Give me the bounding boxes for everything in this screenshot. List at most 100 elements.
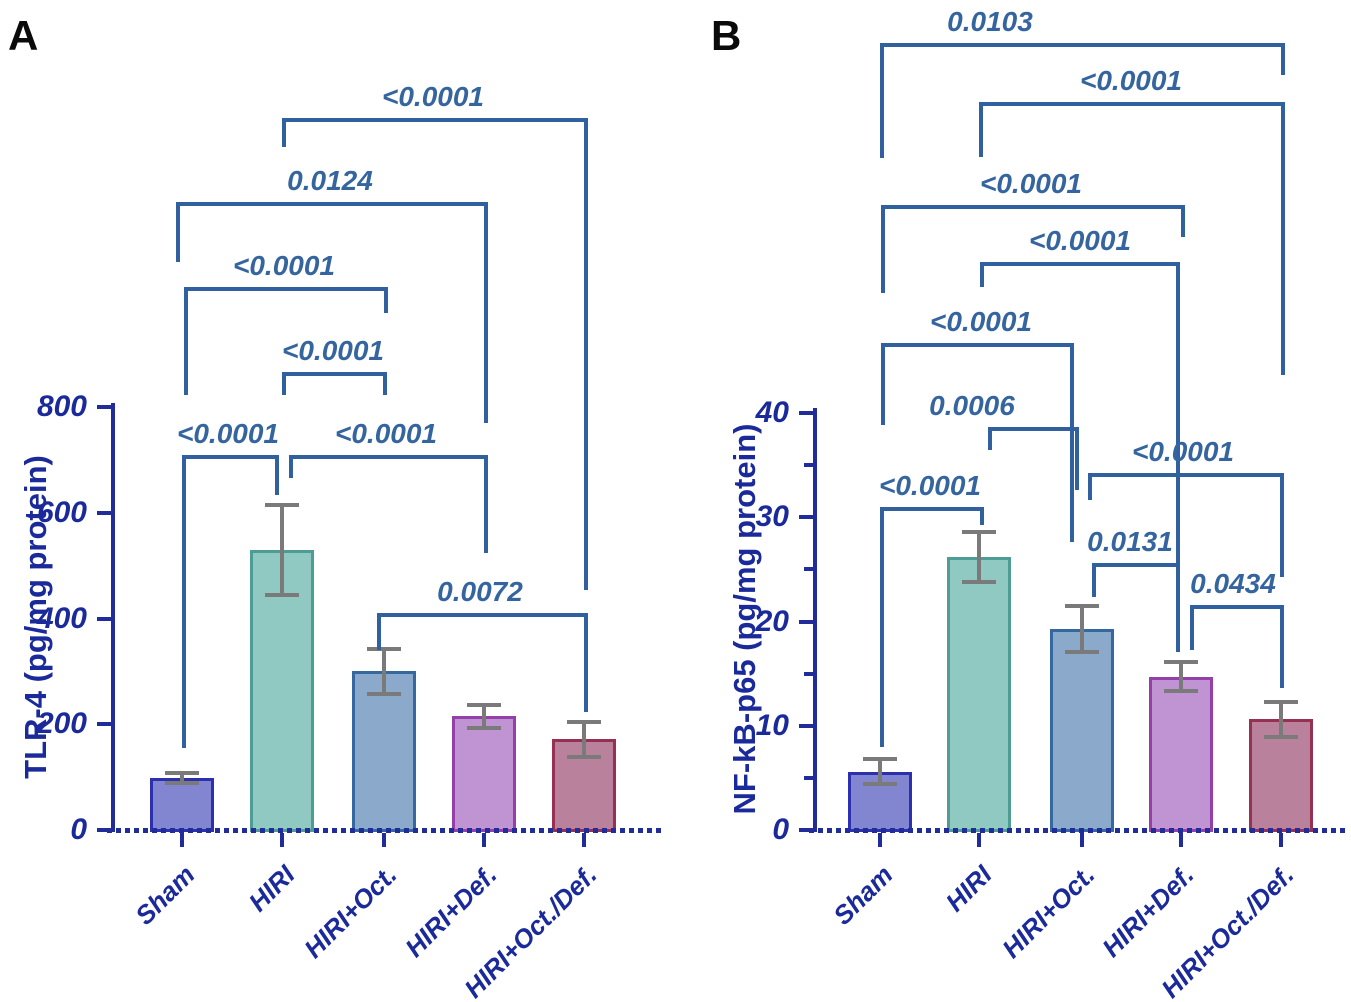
- p-value-label: <0.0001: [1132, 436, 1234, 467]
- y-tick: [799, 723, 813, 728]
- bracket-line: [881, 343, 1074, 347]
- x-tick: [582, 833, 586, 847]
- p-value-label: 0.0434: [1190, 568, 1276, 599]
- error-cap-top: [1264, 699, 1298, 704]
- x-tick: [1179, 833, 1183, 847]
- bracket-line: [182, 455, 279, 459]
- bracket-arm-right: [1070, 343, 1074, 542]
- y-minor-tick: [804, 775, 813, 780]
- x-tick: [382, 833, 386, 847]
- p-value-label: <0.0001: [335, 418, 437, 449]
- error-cap-bottom: [863, 782, 897, 787]
- bracket-line: [881, 205, 1185, 209]
- error-cap-bottom: [165, 781, 199, 786]
- p-value-label: <0.0001: [1029, 225, 1131, 256]
- error-bar-hiri-oct-def: [582, 721, 586, 757]
- error-bar-hiri-def: [482, 704, 486, 728]
- error-cap-top: [165, 770, 199, 775]
- y-tick-label: 10: [755, 708, 789, 742]
- bracket-line: [176, 202, 488, 206]
- error-cap-bottom: [467, 725, 501, 730]
- bracket-line: [1092, 563, 1180, 567]
- bracket-arm-left: [282, 372, 286, 395]
- x-tick: [482, 833, 486, 847]
- y-tick: [799, 411, 813, 415]
- error-cap-bottom: [265, 592, 299, 597]
- bracket-arm-left: [880, 43, 884, 158]
- y-tick-label: 0: [70, 813, 87, 846]
- p-value-label: <0.0001: [980, 168, 1082, 199]
- p-value-label: <0.0001: [233, 250, 335, 281]
- y-tick: [799, 515, 813, 520]
- error-bar-hiri-def: [1179, 662, 1183, 692]
- bar-hiri-oct: [1050, 628, 1114, 832]
- bracket-arm-right: [980, 507, 984, 525]
- bracket-arm-left: [289, 455, 293, 478]
- error-cap-bottom: [1164, 689, 1198, 694]
- bracket-line: [880, 507, 984, 511]
- bracket-arm-left: [1092, 563, 1096, 597]
- p-value-label: <0.0001: [879, 470, 981, 501]
- bar-hiri: [250, 549, 314, 832]
- y-axis-line: [111, 403, 115, 832]
- bracket-arm-right: [384, 287, 388, 313]
- y-tick: [97, 722, 111, 727]
- error-cap-top: [567, 719, 601, 724]
- y-tick-label: 600: [36, 495, 87, 529]
- p-value-label: 0.0072: [437, 576, 523, 607]
- bracket-line: [377, 613, 588, 617]
- bracket-arm-left: [182, 455, 186, 748]
- bracket-arm-left: [980, 262, 984, 287]
- bracket-arm-right: [484, 202, 488, 423]
- bracket-line: [1088, 473, 1284, 477]
- bracket-arm-left: [184, 287, 188, 395]
- bracket-arm-right: [1176, 563, 1180, 652]
- y-tick-label: 800: [36, 390, 87, 423]
- bracket-arm-right: [1281, 102, 1285, 375]
- error-cap-top: [1164, 660, 1198, 665]
- error-bar-hiri: [977, 531, 981, 582]
- bracket-arm-left: [176, 202, 180, 262]
- bracket-line: [980, 262, 1180, 266]
- p-value-label: <0.0001: [1080, 65, 1182, 96]
- x-tick: [180, 833, 184, 847]
- error-bar-sham: [180, 772, 184, 784]
- error-cap-top: [467, 702, 501, 707]
- error-bar-hiri-oct: [1080, 605, 1084, 652]
- bracket-line: [880, 43, 1285, 47]
- bracket-arm-left: [979, 102, 983, 157]
- y-minor-tick: [804, 567, 813, 572]
- error-cap-bottom: [567, 754, 601, 759]
- x-tick: [878, 833, 882, 847]
- y-tick: [97, 405, 111, 409]
- y-tick: [97, 616, 111, 621]
- error-cap-top: [265, 502, 299, 507]
- y-tick: [799, 619, 813, 624]
- bar-hiri-oct: [352, 671, 416, 832]
- p-value-label: <0.0001: [930, 306, 1032, 337]
- bracket-arm-left: [988, 427, 992, 450]
- error-cap-top: [1065, 603, 1099, 608]
- p-value-label: 0.0124: [287, 165, 373, 196]
- y-tick-label: 0: [772, 813, 789, 846]
- bracket-arm-right: [1281, 43, 1285, 75]
- bracket-arm-left: [377, 613, 381, 650]
- bracket-arm-right: [584, 613, 588, 712]
- y-tick: [97, 510, 111, 515]
- error-cap-top: [367, 646, 401, 651]
- bracket-line: [282, 372, 387, 376]
- bracket-arm-right: [1176, 262, 1180, 652]
- x-axis-dotted-baseline: [107, 828, 662, 833]
- y-axis-line: [813, 408, 817, 832]
- bracket-line: [184, 287, 388, 291]
- y-tick: [97, 828, 111, 832]
- error-cap-bottom: [962, 579, 996, 584]
- y-minor-tick: [804, 671, 813, 676]
- bracket-line: [979, 102, 1285, 106]
- error-cap-top: [962, 529, 996, 534]
- x-tick: [1080, 833, 1084, 847]
- bracket-line: [289, 455, 488, 459]
